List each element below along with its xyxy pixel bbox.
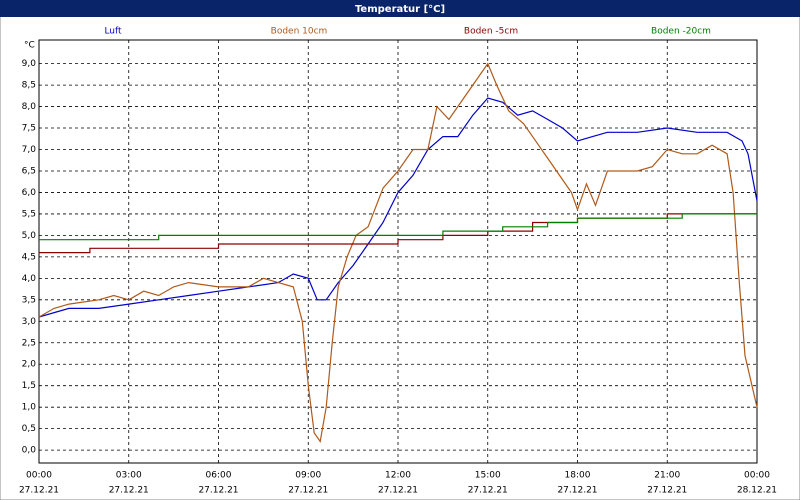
x-tick-date: 28.12.21 <box>737 486 777 496</box>
x-tick-label: 12:00 <box>385 471 411 481</box>
y-tick-label: 0,5 <box>22 424 36 434</box>
x-tick-date: 27.12.21 <box>557 486 597 496</box>
legend-entry: Boden 10cm <box>271 27 328 37</box>
x-tick-label: 09:00 <box>295 471 321 481</box>
title-bar <box>0 0 800 17</box>
y-tick-label: 0,0 <box>22 446 37 456</box>
y-tick-label: 1,5 <box>22 381 36 391</box>
y-tick-label: 3,0 <box>22 317 37 327</box>
x-tick-label: 00:00 <box>744 471 770 481</box>
x-tick-date: 27.12.21 <box>288 486 328 496</box>
legend-entry: Boden -20cm <box>651 27 711 37</box>
series-line <box>39 213 757 241</box>
y-tick-label: 2,5 <box>22 338 36 348</box>
x-tick-date: 27.12.21 <box>468 486 508 496</box>
x-tick-label: 18:00 <box>565 471 591 481</box>
y-tick-label: 1,0 <box>22 403 37 413</box>
x-tick-date: 27.12.21 <box>109 486 149 496</box>
y-tick-label: 2,0 <box>22 360 37 370</box>
y-tick-label: 4,5 <box>22 252 36 262</box>
x-tick-date: 27.12.21 <box>378 486 418 496</box>
series-line <box>38 62 758 444</box>
y-unit: °C <box>24 41 35 51</box>
x-tick-date: 27.12.21 <box>198 486 238 496</box>
x-tick-label: 03:00 <box>116 471 142 481</box>
y-tick-label: 6,5 <box>22 166 36 176</box>
y-tick-label: 7,5 <box>22 124 36 134</box>
y-tick-label: 8,5 <box>22 81 36 91</box>
x-tick-label: 21:00 <box>654 471 680 481</box>
y-tick-label: 8,0 <box>22 102 37 112</box>
x-tick-date: 27.12.21 <box>19 486 59 496</box>
y-tick-label: 5,0 <box>22 231 37 241</box>
y-tick-label: 7,0 <box>22 145 37 155</box>
chart-title: Temperatur [°C] <box>355 4 445 15</box>
legend-entry: Boden -5cm <box>464 27 518 37</box>
legend-entry: Luft <box>104 27 122 37</box>
x-tick-label: 15:00 <box>475 471 501 481</box>
y-tick-label: 5,5 <box>22 209 36 219</box>
y-tick-label: 4,0 <box>22 274 37 284</box>
x-tick-label: 00:00 <box>26 471 52 481</box>
x-tick-date: 27.12.21 <box>647 486 687 496</box>
x-tick-label: 06:00 <box>206 471 232 481</box>
y-tick-label: 9,0 <box>22 59 37 69</box>
y-tick-label: 3,5 <box>22 295 36 305</box>
y-tick-label: 6,0 <box>22 188 37 198</box>
